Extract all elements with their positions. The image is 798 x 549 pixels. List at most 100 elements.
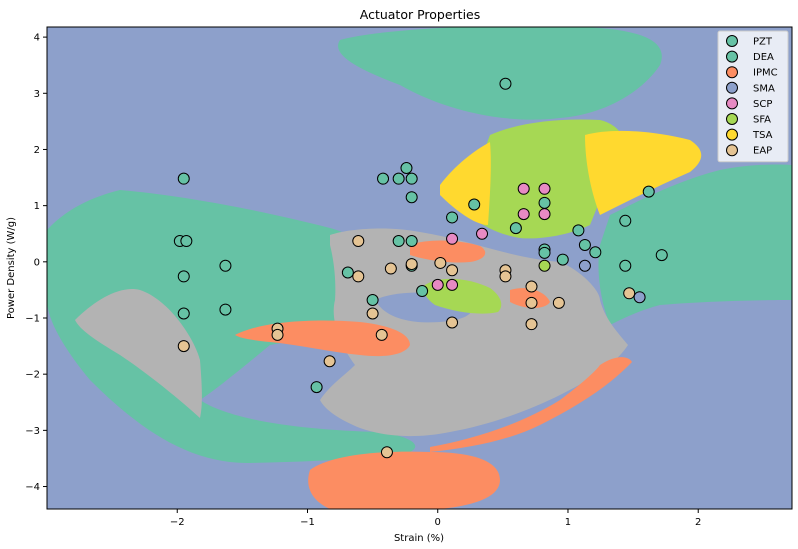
point-pzt xyxy=(578,238,591,251)
legend-label-sfa: SFA xyxy=(753,115,771,126)
point-pzt xyxy=(556,253,569,266)
point-eap xyxy=(552,296,565,309)
point-pzt xyxy=(392,235,405,248)
point-scp xyxy=(476,227,489,240)
legend-marker-pzt xyxy=(726,35,738,47)
plot-area xyxy=(46,26,793,510)
point-eap xyxy=(384,262,397,275)
chart-title: Actuator Properties xyxy=(360,7,481,22)
legend-marker-sma xyxy=(726,81,738,94)
point-scp xyxy=(517,208,530,221)
point-eap xyxy=(380,446,393,459)
point-scp xyxy=(446,232,459,245)
legend-label-dea: DEA xyxy=(753,52,774,63)
point-eap xyxy=(525,296,538,309)
point-pzt xyxy=(219,303,232,316)
region-green-right xyxy=(598,164,792,325)
data-points xyxy=(173,77,668,459)
point-pzt xyxy=(468,198,481,211)
point-sfa xyxy=(538,259,551,272)
legend-label-scp: SCP xyxy=(753,99,772,110)
x-axis-label: Strain (%) xyxy=(394,533,444,544)
point-eap xyxy=(446,264,459,277)
point-scp xyxy=(431,278,444,291)
point-pzt xyxy=(538,246,551,259)
point-pzt xyxy=(341,266,354,279)
y-tick-label: −3 xyxy=(25,426,40,437)
point-pzt xyxy=(416,285,429,298)
point-eap xyxy=(352,270,365,283)
point-scp xyxy=(538,208,551,221)
point-eap xyxy=(271,328,284,341)
region-grey-left xyxy=(75,289,202,418)
legend: PZT DEA IPMC SMA SCP SFA TSA EAP xyxy=(717,30,789,163)
point-eap xyxy=(405,258,418,271)
point-pzt xyxy=(405,235,418,248)
region-green-top xyxy=(338,27,662,120)
point-pzt xyxy=(392,172,405,185)
y-tick-label: 1 xyxy=(34,201,40,212)
x-tick-label: −1 xyxy=(300,517,315,528)
point-pzt xyxy=(310,381,323,394)
legend-label-tsa: TSA xyxy=(752,130,773,141)
y-tick-label: 0 xyxy=(34,257,40,268)
point-pzt xyxy=(219,259,232,272)
region-green-left xyxy=(47,190,416,464)
point-eap xyxy=(177,340,190,353)
point-pzt xyxy=(405,191,418,204)
y-tick-label: 2 xyxy=(34,145,40,156)
y-tick-label: 3 xyxy=(34,89,40,100)
point-eap xyxy=(499,270,512,283)
y-tick-label: −1 xyxy=(25,313,40,324)
point-pzt xyxy=(366,294,379,307)
point-sma xyxy=(578,259,591,272)
legend-marker-dea xyxy=(726,50,738,63)
y-tick-label: 4 xyxy=(34,33,40,44)
point-pzt xyxy=(180,235,193,248)
legend-label-ipmc: IPMC xyxy=(753,68,778,79)
point-pzt xyxy=(538,196,551,209)
x-tick-label: 1 xyxy=(565,517,571,528)
point-sma xyxy=(633,291,646,304)
point-eap xyxy=(525,280,538,293)
point-pzt xyxy=(177,270,190,283)
legend-label-eap: EAP xyxy=(753,146,772,157)
legend-label-pzt: PZT xyxy=(753,37,773,48)
region-lime-low xyxy=(423,278,502,314)
point-pzt xyxy=(405,172,418,185)
point-eap xyxy=(623,287,636,300)
legend-marker-eap xyxy=(726,144,738,157)
point-pzt xyxy=(177,307,190,320)
legend-marker-tsa xyxy=(726,128,738,141)
legend-box xyxy=(717,30,789,163)
point-pzt xyxy=(177,172,190,185)
x-axis-ticks: −2 −1 0 1 2 xyxy=(170,509,701,528)
point-pzt xyxy=(446,211,459,224)
y-axis-label: Power Density (W/g) xyxy=(6,217,17,319)
point-eap xyxy=(446,316,459,329)
point-scp xyxy=(446,278,459,291)
legend-marker-sfa xyxy=(726,113,738,125)
plot-frame xyxy=(46,26,793,510)
region-orange-bottom xyxy=(308,451,500,509)
point-pzt xyxy=(642,185,655,198)
legend-marker-scp xyxy=(726,97,738,110)
x-tick-label: 2 xyxy=(695,517,701,528)
region-grey-main xyxy=(320,228,628,437)
x-tick-label: −2 xyxy=(170,517,185,528)
point-eap xyxy=(366,307,379,320)
point-pzt xyxy=(400,162,413,175)
point-eap xyxy=(375,328,388,341)
legend-marker-ipmc xyxy=(726,66,738,79)
point-eap xyxy=(434,256,447,269)
point-eap xyxy=(352,235,365,248)
region-yellow-right xyxy=(585,130,702,215)
legend-label-sma: SMA xyxy=(753,83,775,94)
point-scp xyxy=(538,182,551,195)
decision-regions xyxy=(47,27,792,509)
y-tick-label: −4 xyxy=(25,482,40,493)
point-scp xyxy=(517,182,530,195)
region-lime-top xyxy=(470,119,624,239)
y-tick-label: −2 xyxy=(25,370,40,381)
